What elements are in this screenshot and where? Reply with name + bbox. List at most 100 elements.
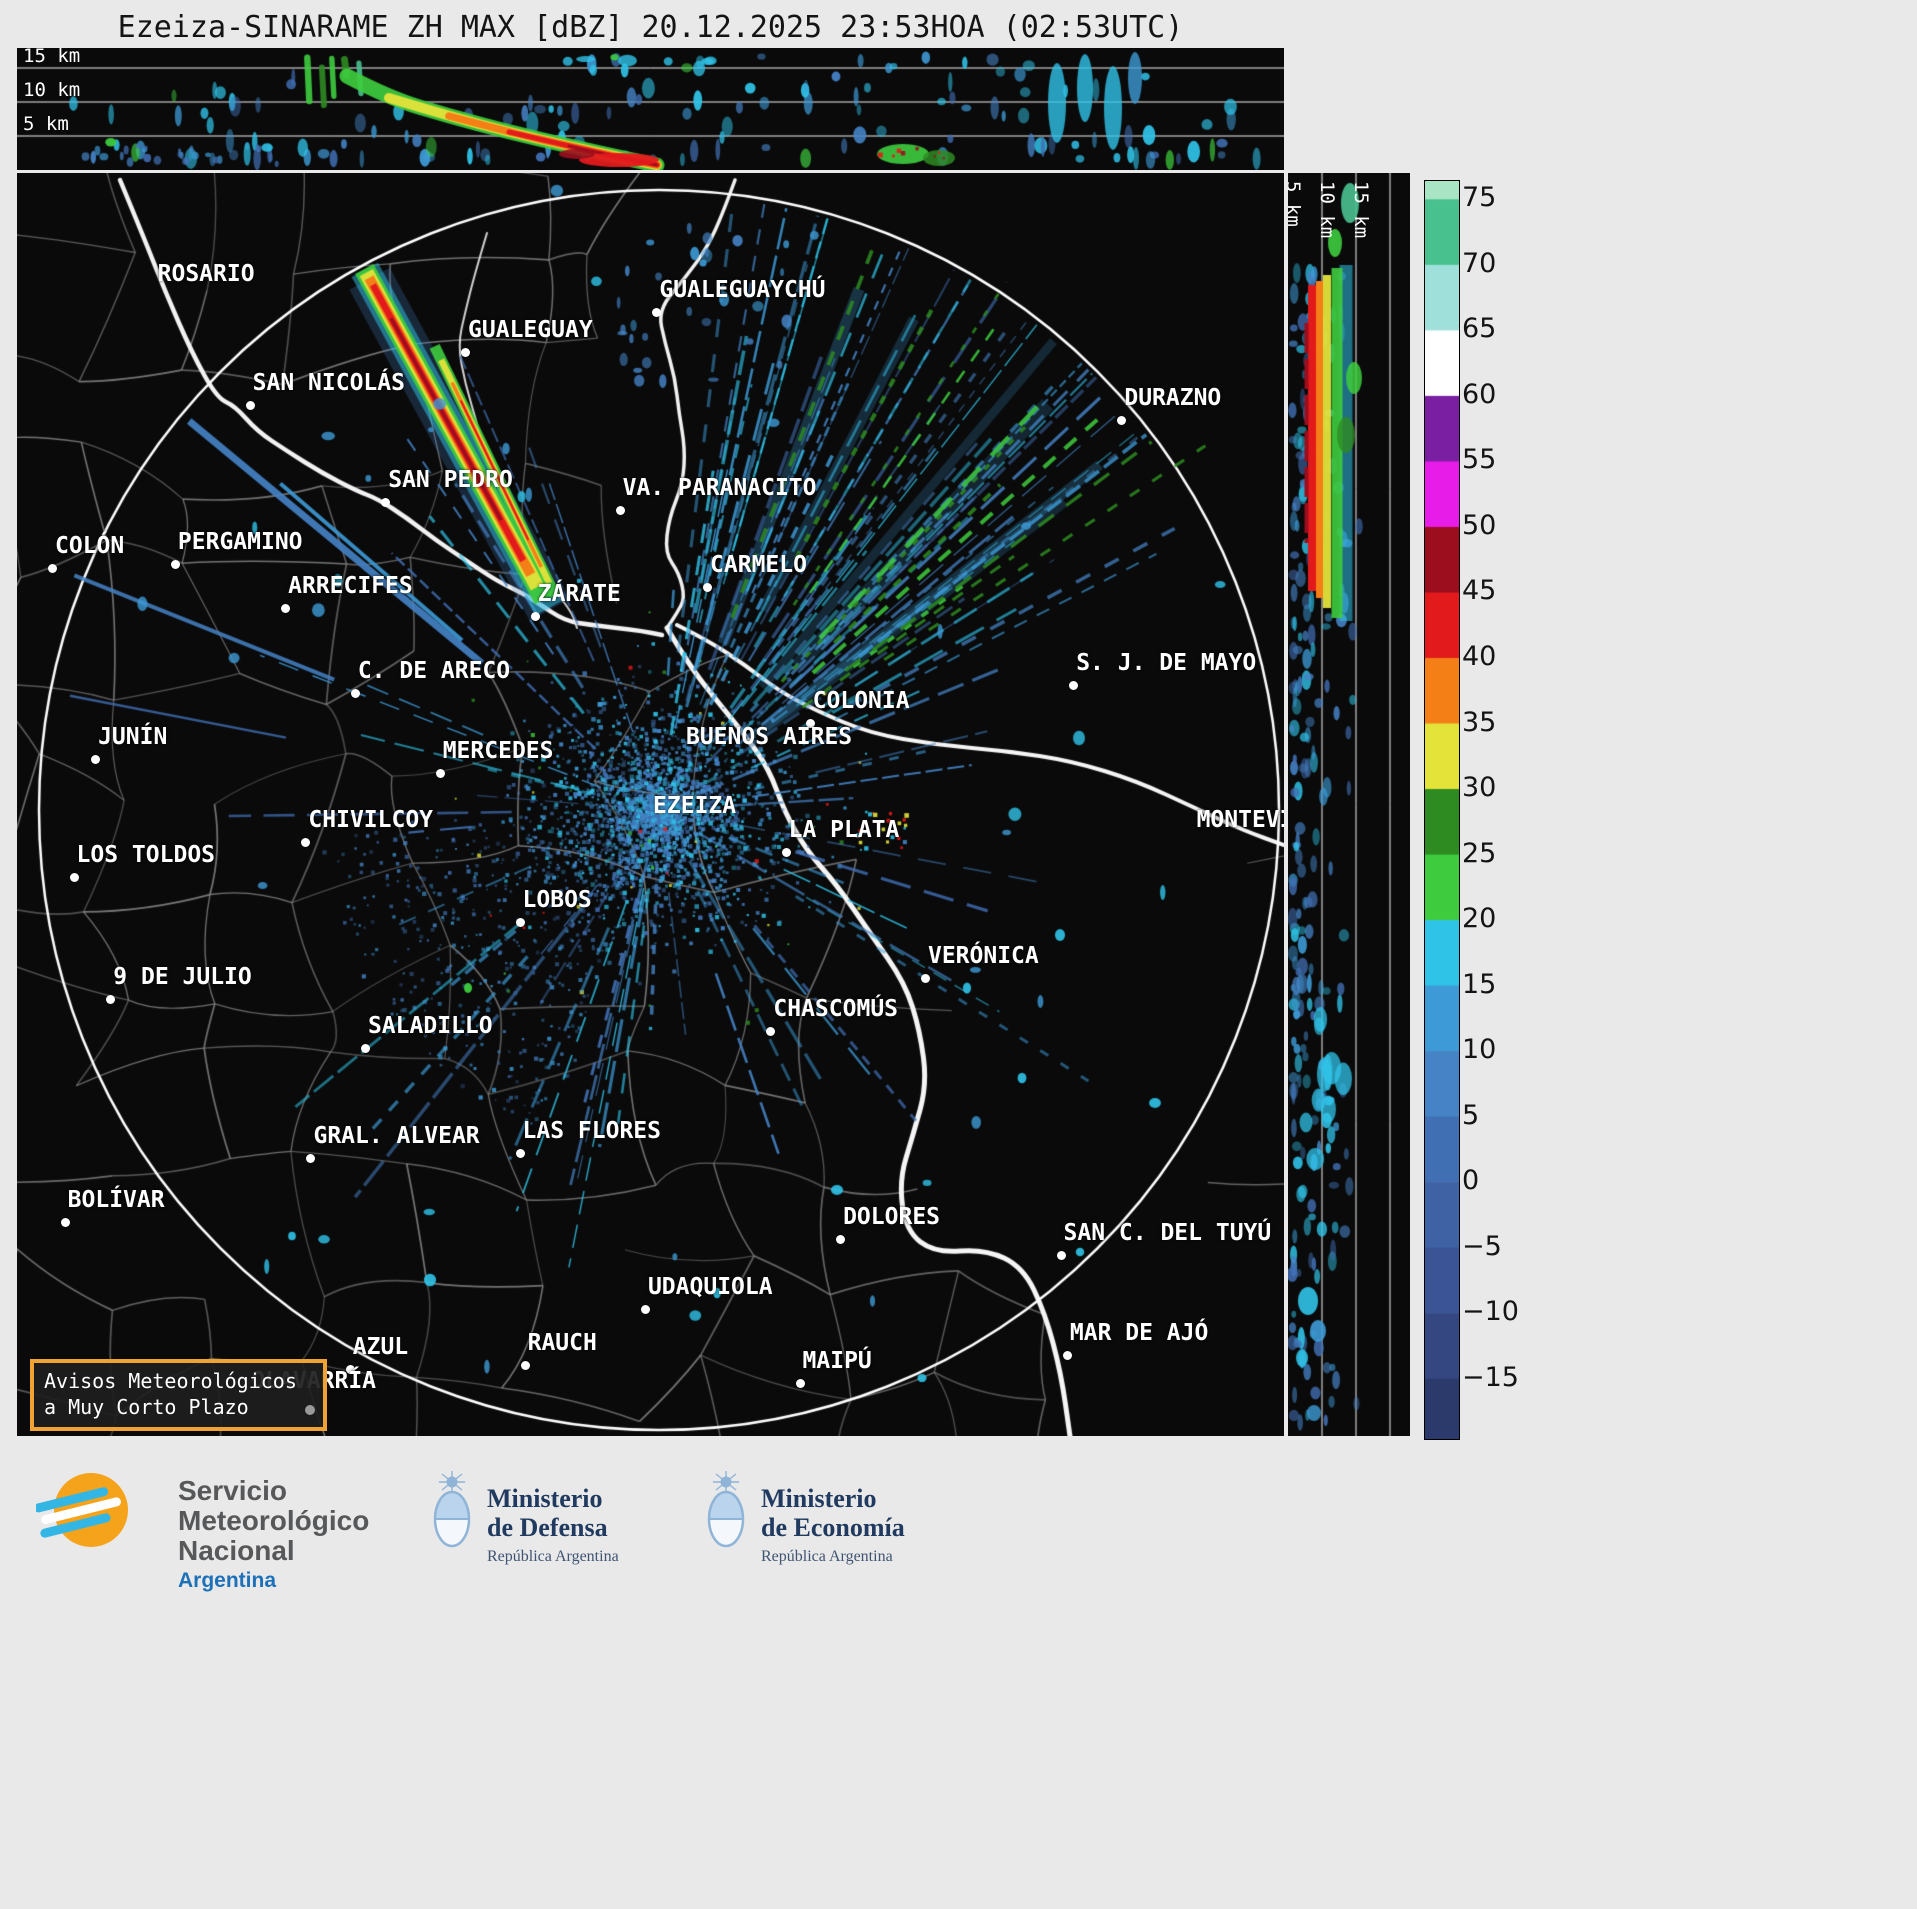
city-label: SALADILLO <box>367 1012 493 1039</box>
economia-subtitle: República Argentina <box>761 1548 893 1565</box>
city-san-c-del-tuy-: SAN C. DEL TUYÚ <box>1056 1220 1272 1261</box>
colorbar-tick-70: 70 <box>1462 247 1497 279</box>
city-c-de-areco: C. DE ARECO <box>350 657 511 698</box>
city-label: COLONIA <box>812 688 910 715</box>
page-title: Ezeiza-SINARAME ZH MAX [dBZ] 20.12.2025 … <box>117 10 1184 45</box>
city-s-j-de-mayo: S. J. DE MAYO <box>1069 650 1257 691</box>
colorbar-tick-55: 55 <box>1462 444 1497 476</box>
city-label: GUALEGUAY <box>468 316 593 343</box>
city-label: JUNÍN <box>98 723 168 750</box>
city-marker-dot <box>60 1218 70 1228</box>
top-cross-section-canvas <box>17 48 1284 170</box>
city-marker-dot <box>245 401 255 411</box>
altitude-label-15km: 15 km <box>23 48 81 67</box>
city-marker-dot <box>530 611 540 621</box>
city-chascom-s: CHASCOMÚS <box>766 996 899 1037</box>
city-marker-dot <box>781 848 791 858</box>
city-label: DOLORES <box>843 1203 941 1230</box>
city-marker-dot <box>69 873 79 883</box>
coat-of-arms-icon <box>707 1471 745 1548</box>
altitude-label-15km: 15 km <box>1350 181 1372 239</box>
city-marker-dot <box>1117 416 1127 426</box>
city-marker-dot <box>106 994 116 1004</box>
city-label: CHASCOMÚS <box>773 996 899 1023</box>
smn-name-line-1: Servicio <box>178 1475 287 1506</box>
city-marker-dot <box>48 563 57 573</box>
city-ezeiza: EZEIZA <box>653 793 736 819</box>
city-label: GUALEGUAYCHÚ <box>659 276 826 303</box>
city-label: ZÁRATE <box>537 580 621 607</box>
radar-map-panel: ROSARIO GUALEGUAYCHÚ GUALEGUAY SAN NICOLÁS D… <box>17 173 1284 1436</box>
city-marker-dot <box>360 1043 370 1053</box>
city-marker-dot <box>350 688 360 698</box>
footer: Servicio Meteorológico Nacional Argentin… <box>0 1440 1917 1909</box>
city-marker-dot <box>515 1148 525 1158</box>
city-marker-dot <box>615 505 625 515</box>
city-labels-layer: ROSARIO GUALEGUAYCHÚ GUALEGUAY SAN NICOLÁS D… <box>17 173 1284 1436</box>
warning-indicator-dot <box>304 1405 315 1415</box>
city-label: 9 DE JULIO <box>113 963 252 990</box>
city-san-pedro: SAN PEDRO <box>381 467 513 508</box>
city-label: PERGAMINO <box>177 529 303 556</box>
city-las-flores: LAS FLORES <box>515 1118 661 1158</box>
city-marker-dot <box>520 1360 530 1370</box>
city-label: RAUCH <box>527 1329 597 1356</box>
city-marker-dot <box>1069 681 1079 691</box>
city-bol-var: BOLÍVAR <box>60 1187 165 1228</box>
right-cross-section-canvas <box>1288 173 1410 1436</box>
city-label: EZEIZA <box>653 793 737 820</box>
city-arrecifes: ARRECIFES <box>281 573 413 614</box>
city-marker-dot <box>515 917 525 927</box>
smn-name-line-3: Nacional <box>178 1535 295 1566</box>
city-rauch: RAUCH <box>520 1329 597 1370</box>
city-marker-dot <box>836 1234 846 1244</box>
city-label: MAIPÚ <box>802 1347 872 1374</box>
city-carmelo: CARMELO <box>703 552 807 592</box>
colorbar-tick-15: 15 <box>1462 968 1497 1000</box>
city-marker-dot <box>703 582 713 592</box>
city-label: S. J. DE MAYO <box>1076 650 1257 677</box>
ministerio-economia-logo: Ministerio de Economía República Argenti… <box>702 1440 982 1565</box>
city-marker-dot <box>1056 1251 1066 1261</box>
coat-of-arms-icon <box>433 1471 471 1548</box>
city-label: DURAZNO <box>1124 385 1222 412</box>
city-ver-nica: VERÓNICA <box>920 943 1039 984</box>
city-lobos: LOBOS <box>515 887 592 927</box>
city-marker-dot <box>91 754 101 764</box>
city-label: C. DE ARECO <box>357 657 511 684</box>
city-saladillo: SALADILLO <box>360 1012 493 1053</box>
top-cross-section-panel: 15 km 10 km 5 km <box>17 48 1284 170</box>
warning-line1: Avisos Meteorológicos <box>44 1369 297 1393</box>
city-marker-dot <box>652 307 662 317</box>
smn-country: Argentina <box>178 1569 277 1592</box>
city-la-plata: LA PLATA <box>781 817 899 858</box>
altitude-label-5km: 5 km <box>23 113 69 135</box>
city-col-n: COLÓN <box>48 532 125 573</box>
city-gualeguay: GUALEGUAY <box>461 316 593 357</box>
city-marker-dot <box>766 1027 776 1037</box>
colorbar-tick-35: 35 <box>1462 706 1497 738</box>
city-label: SAN PEDRO <box>388 467 513 494</box>
smn-logo: Servicio Meteorológico Nacional Argentin… <box>36 1440 396 1592</box>
defensa-title-line-1: Ministerio <box>487 1484 603 1513</box>
city-label: MERCEDES <box>442 737 554 764</box>
colorbar-tick-45: 45 <box>1462 575 1497 607</box>
warning-line2: a Muy Corto Plazo <box>44 1395 249 1419</box>
colorbar-tick--15: −15 <box>1462 1361 1519 1393</box>
warning-badge[interactable]: Avisos Meteorológicos a Muy Corto Plazo <box>30 1359 327 1431</box>
colorbar-tick-5: 5 <box>1462 1099 1480 1131</box>
city-label: GRAL. ALVEAR <box>313 1122 480 1149</box>
colorbar-tick-20: 20 <box>1462 903 1497 935</box>
right-cross-section-panel: 5 km 10 km 15 km <box>1288 173 1410 1436</box>
city-label: AZUL <box>352 1333 409 1360</box>
colorbar-tick-50: 50 <box>1462 509 1497 541</box>
city-label: COLÓN <box>55 532 125 559</box>
city-label: SAN C. DEL TUYÚ <box>1063 1220 1272 1247</box>
city-z-rate: ZÁRATE <box>530 580 621 621</box>
altitude-label-10km: 10 km <box>1316 181 1338 239</box>
city-marker-dot <box>805 719 815 729</box>
city-va-paranacito: VA. PARANACITO <box>615 475 817 515</box>
colorbar-tick-75: 75 <box>1462 182 1497 214</box>
city-marker-dot <box>381 498 391 508</box>
city-colonia: COLONIA <box>805 688 910 729</box>
